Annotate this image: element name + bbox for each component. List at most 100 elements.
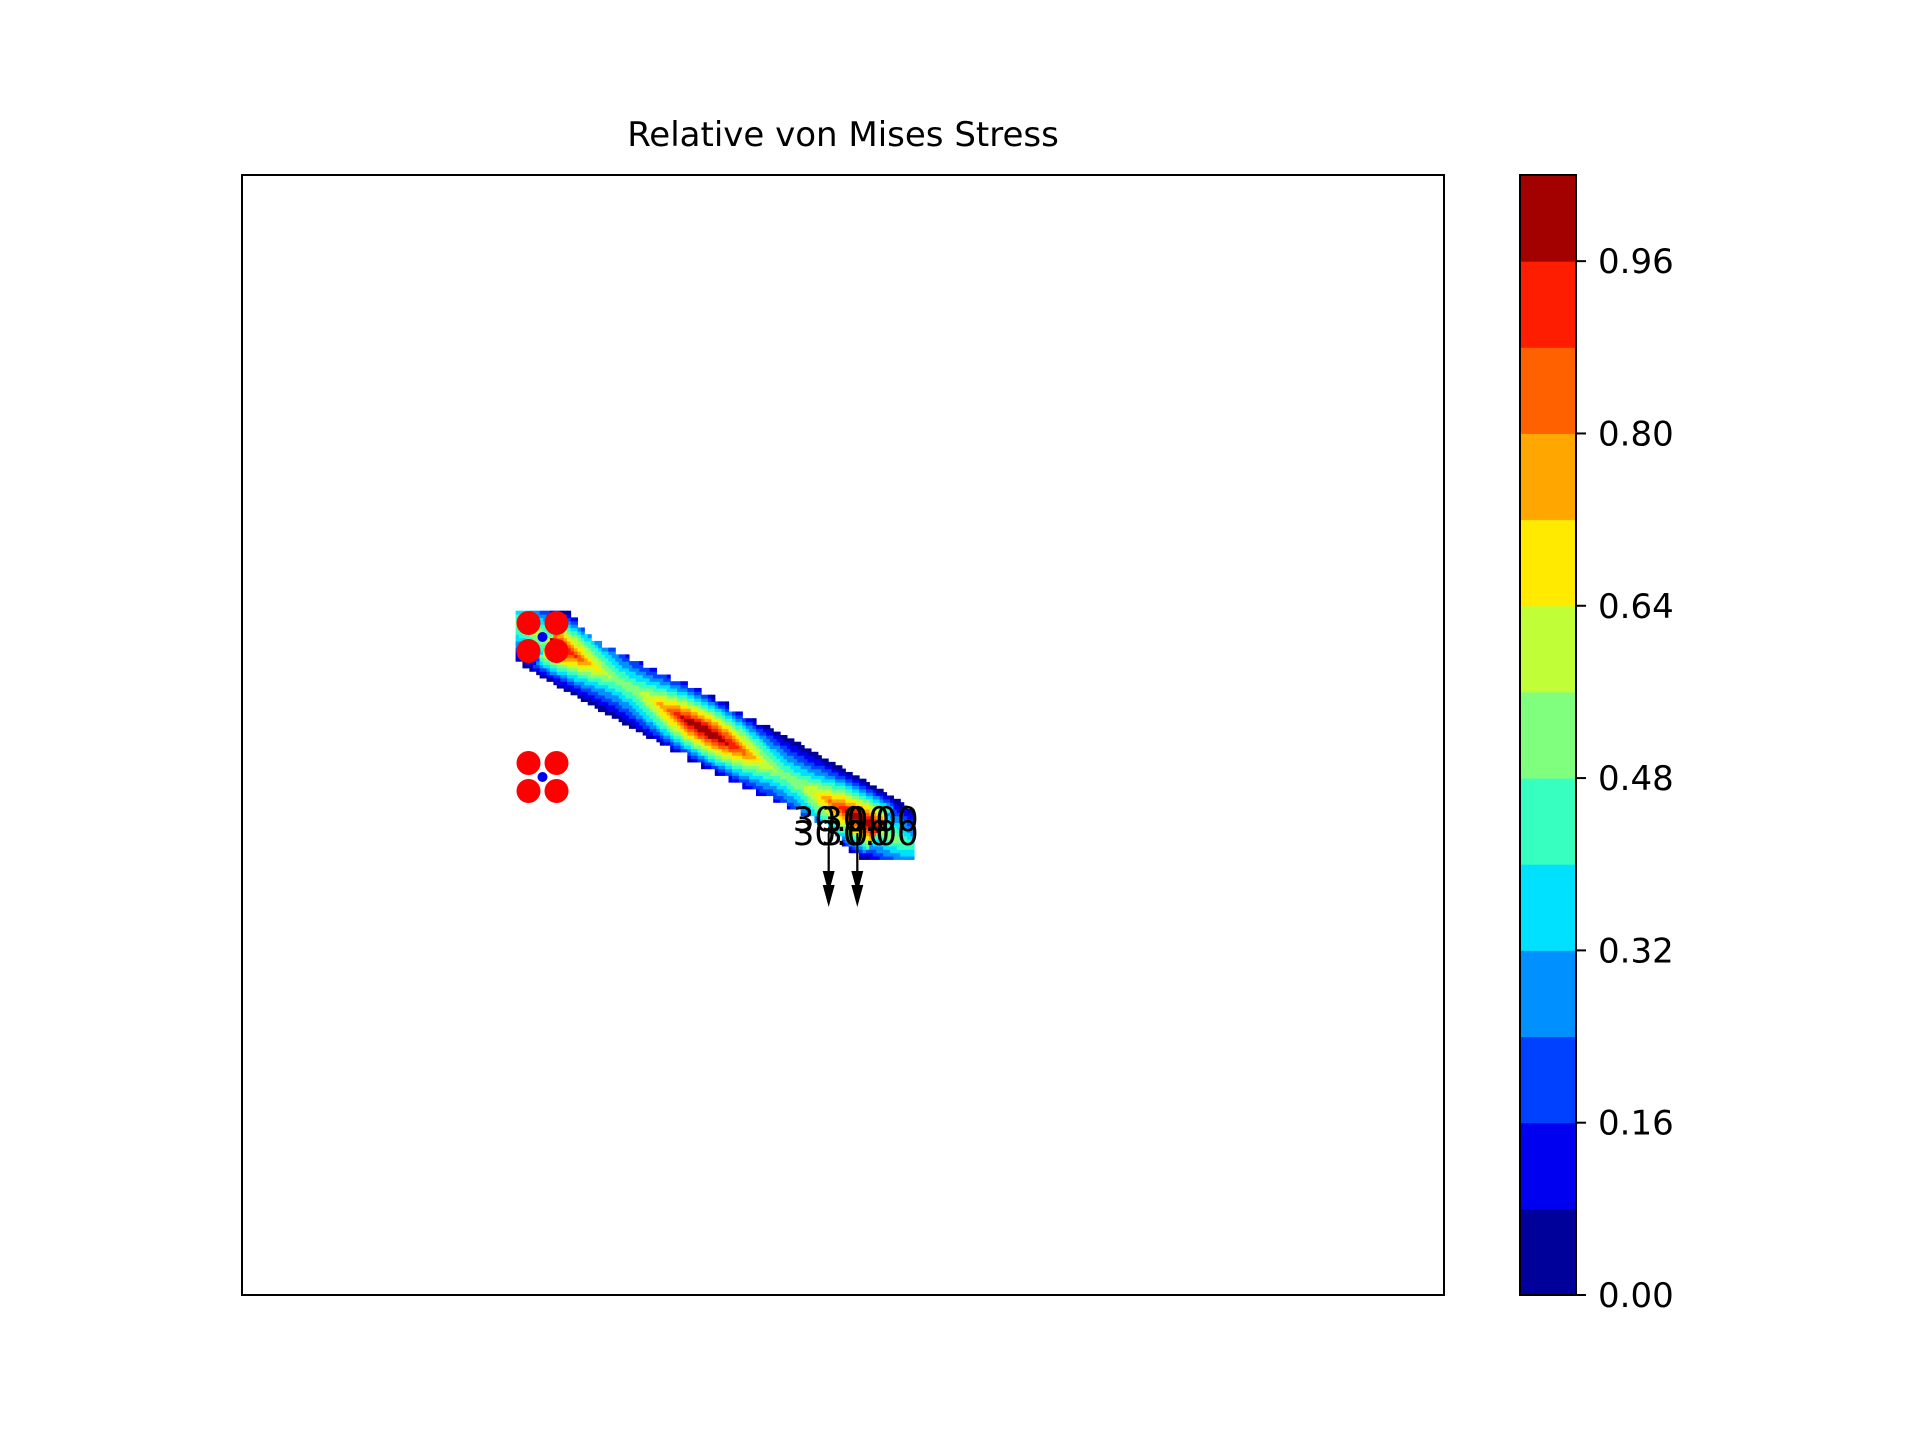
stress-cell bbox=[793, 751, 798, 756]
stress-cell bbox=[845, 832, 850, 837]
stress-cell bbox=[570, 640, 575, 645]
stress-cell bbox=[635, 704, 640, 709]
stress-cell bbox=[831, 792, 836, 797]
stress-cell bbox=[697, 758, 702, 763]
stress-cell bbox=[807, 808, 812, 813]
stress-cell bbox=[584, 684, 589, 689]
stress-cell bbox=[814, 755, 819, 760]
stress-cell bbox=[756, 771, 761, 776]
stress-cell bbox=[735, 775, 740, 780]
stress-cell bbox=[773, 798, 778, 803]
stress-cell bbox=[800, 758, 805, 763]
stress-cell bbox=[742, 785, 747, 790]
stress-cell bbox=[563, 684, 568, 689]
stress-cell bbox=[570, 677, 575, 682]
stress-cell bbox=[728, 738, 733, 743]
stress-cell bbox=[697, 751, 702, 756]
stress-cell bbox=[704, 748, 709, 753]
stress-cell bbox=[694, 711, 699, 716]
stress-cell bbox=[834, 802, 840, 807]
stress-cell bbox=[649, 687, 654, 692]
stress-cell bbox=[570, 664, 575, 669]
stress-cell bbox=[628, 694, 633, 699]
stress-cell bbox=[642, 681, 647, 686]
stress-cell bbox=[604, 704, 609, 709]
stress-cell bbox=[752, 782, 757, 786]
stress-cell bbox=[756, 728, 761, 733]
stress-cell bbox=[797, 805, 802, 810]
stress-cell bbox=[649, 704, 654, 709]
stress-cell bbox=[594, 651, 599, 655]
stress-cell bbox=[876, 852, 881, 857]
stress-cell bbox=[865, 849, 870, 854]
stress-cell bbox=[759, 771, 764, 776]
stress-cell bbox=[903, 852, 908, 857]
stress-cell bbox=[817, 758, 822, 763]
stress-cell bbox=[680, 738, 685, 743]
stress-cell bbox=[608, 677, 613, 682]
stress-cell bbox=[639, 687, 644, 692]
stress-cell bbox=[611, 701, 616, 706]
stress-cell bbox=[618, 664, 623, 669]
stress-cell bbox=[749, 785, 754, 790]
stress-cell bbox=[573, 681, 579, 686]
stress-cell bbox=[900, 805, 905, 810]
stress-cell bbox=[865, 842, 870, 847]
colorbar-band bbox=[1520, 605, 1576, 693]
stress-cell bbox=[591, 654, 596, 659]
stress-cell bbox=[848, 808, 853, 813]
stress-cell bbox=[848, 788, 853, 793]
stress-cell bbox=[759, 782, 764, 786]
stress-cell bbox=[567, 681, 572, 686]
stress-cell bbox=[817, 792, 822, 797]
stress-cell bbox=[759, 775, 764, 780]
stress-cell bbox=[862, 822, 867, 827]
stress-cell bbox=[759, 751, 764, 756]
stress-cell bbox=[622, 667, 627, 672]
stress-cell bbox=[883, 805, 888, 810]
stress-cell bbox=[756, 782, 761, 786]
stress-cell bbox=[893, 832, 898, 837]
stress-cell bbox=[855, 805, 860, 810]
stress-cell bbox=[855, 825, 860, 830]
stress-cell bbox=[556, 684, 561, 689]
stress-cell bbox=[646, 721, 651, 726]
stress-cell bbox=[604, 711, 609, 716]
stress-cell bbox=[707, 708, 712, 713]
stress-cell bbox=[838, 805, 843, 810]
stress-cell bbox=[725, 721, 730, 726]
stress-cell bbox=[539, 627, 544, 632]
stress-cell bbox=[903, 808, 908, 813]
stress-cell bbox=[635, 681, 640, 686]
stress-cell bbox=[783, 738, 788, 743]
stress-cell bbox=[762, 758, 767, 763]
stress-cell bbox=[793, 802, 798, 807]
stress-cell bbox=[687, 745, 692, 750]
stress-cell bbox=[659, 701, 664, 706]
stress-cell bbox=[903, 849, 908, 854]
stress-cell bbox=[591, 691, 596, 696]
stress-cell bbox=[845, 815, 850, 820]
stress-cell bbox=[697, 735, 702, 739]
stress-cell bbox=[618, 677, 623, 682]
stress-cell bbox=[543, 667, 548, 672]
stress-cell bbox=[707, 711, 712, 716]
stress-cell bbox=[639, 684, 644, 689]
stress-cell bbox=[893, 825, 898, 830]
stress-cell bbox=[824, 792, 829, 797]
stress-cell bbox=[910, 812, 915, 817]
stress-cell bbox=[687, 721, 692, 726]
stress-cell bbox=[872, 825, 877, 830]
stress-cell bbox=[786, 768, 791, 773]
stress-cell bbox=[810, 761, 815, 766]
stress-cell bbox=[776, 788, 781, 793]
stress-cell bbox=[834, 775, 840, 780]
stress-cell bbox=[869, 842, 874, 847]
stress-cell bbox=[656, 701, 661, 706]
stress-cell bbox=[766, 735, 771, 739]
stress-cell bbox=[725, 761, 730, 766]
stress-cell bbox=[728, 761, 733, 766]
stress-cell bbox=[625, 684, 630, 689]
stress-cell bbox=[735, 765, 740, 770]
stress-cell bbox=[907, 829, 912, 834]
